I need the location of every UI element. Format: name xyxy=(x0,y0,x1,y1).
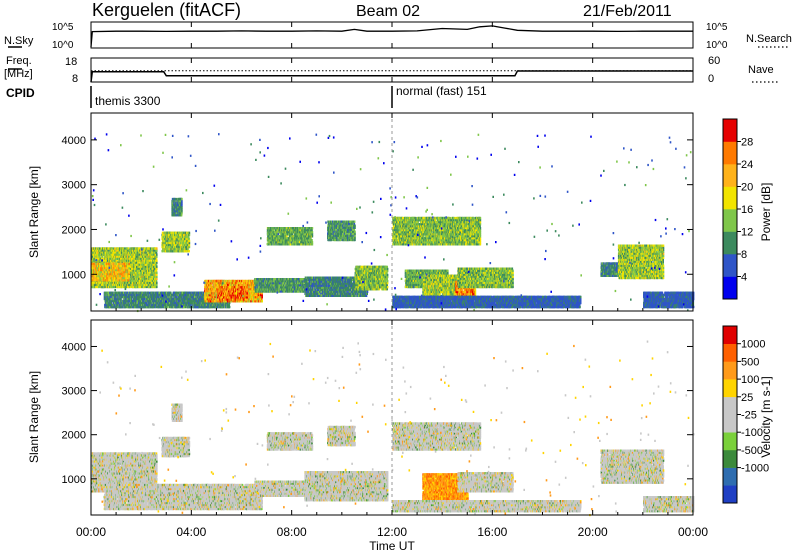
nsearch-tick-bottom: 10^0 xyxy=(706,40,728,51)
power-echoes xyxy=(91,133,694,312)
power-echo-cell xyxy=(93,263,95,265)
nsky-tick-bottom: 10^0 xyxy=(52,40,74,51)
nsearch-tick-top: 10^5 xyxy=(706,22,728,33)
nsky-panel: N.Sky 10^5 10^0 10^5 10^0 N.Search xyxy=(4,22,792,51)
date-title: 21/Feb/2011 xyxy=(583,3,672,20)
power-echo-cell xyxy=(156,256,158,258)
nsky-label: N.Sky xyxy=(4,35,34,47)
power-echo-cell xyxy=(156,266,158,268)
station-title: Kerguelen (fitACF) xyxy=(92,0,241,20)
cpid-label: CPID xyxy=(6,86,35,100)
nsky-tick-top: 10^5 xyxy=(52,22,74,33)
nave-tick-bottom: 0 xyxy=(708,73,714,85)
power-echo-cell xyxy=(156,253,158,255)
beam-title: Beam 02 xyxy=(356,3,420,20)
freq-tick-bottom: 8 xyxy=(72,73,78,85)
power-echo-cell xyxy=(156,272,158,274)
cpid-segment-0: themis 3300 xyxy=(95,94,161,108)
power-echo-cell xyxy=(156,282,158,284)
cpid-row: CPID themis 3300 normal (fast) 151 xyxy=(6,84,487,108)
nave-label: Nave xyxy=(748,64,774,76)
power-echo-cell xyxy=(156,247,158,249)
freq-tick-top: 18 xyxy=(65,56,77,68)
freq-label: Freq. xyxy=(6,55,32,67)
cpid-segment-1: normal (fast) 151 xyxy=(396,84,487,98)
nsearch-label: N.Search xyxy=(746,33,792,45)
power-echo-cell xyxy=(156,260,158,262)
nave-tick-top: 60 xyxy=(708,55,720,67)
freq-unit: [MHz] xyxy=(4,68,33,80)
